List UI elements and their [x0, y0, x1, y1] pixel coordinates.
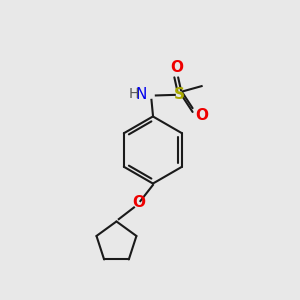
- Text: O: O: [132, 195, 145, 210]
- Text: O: O: [170, 60, 183, 75]
- Text: S: S: [174, 87, 185, 102]
- Text: H: H: [128, 87, 139, 101]
- Text: N: N: [136, 87, 147, 102]
- Text: O: O: [195, 108, 208, 123]
